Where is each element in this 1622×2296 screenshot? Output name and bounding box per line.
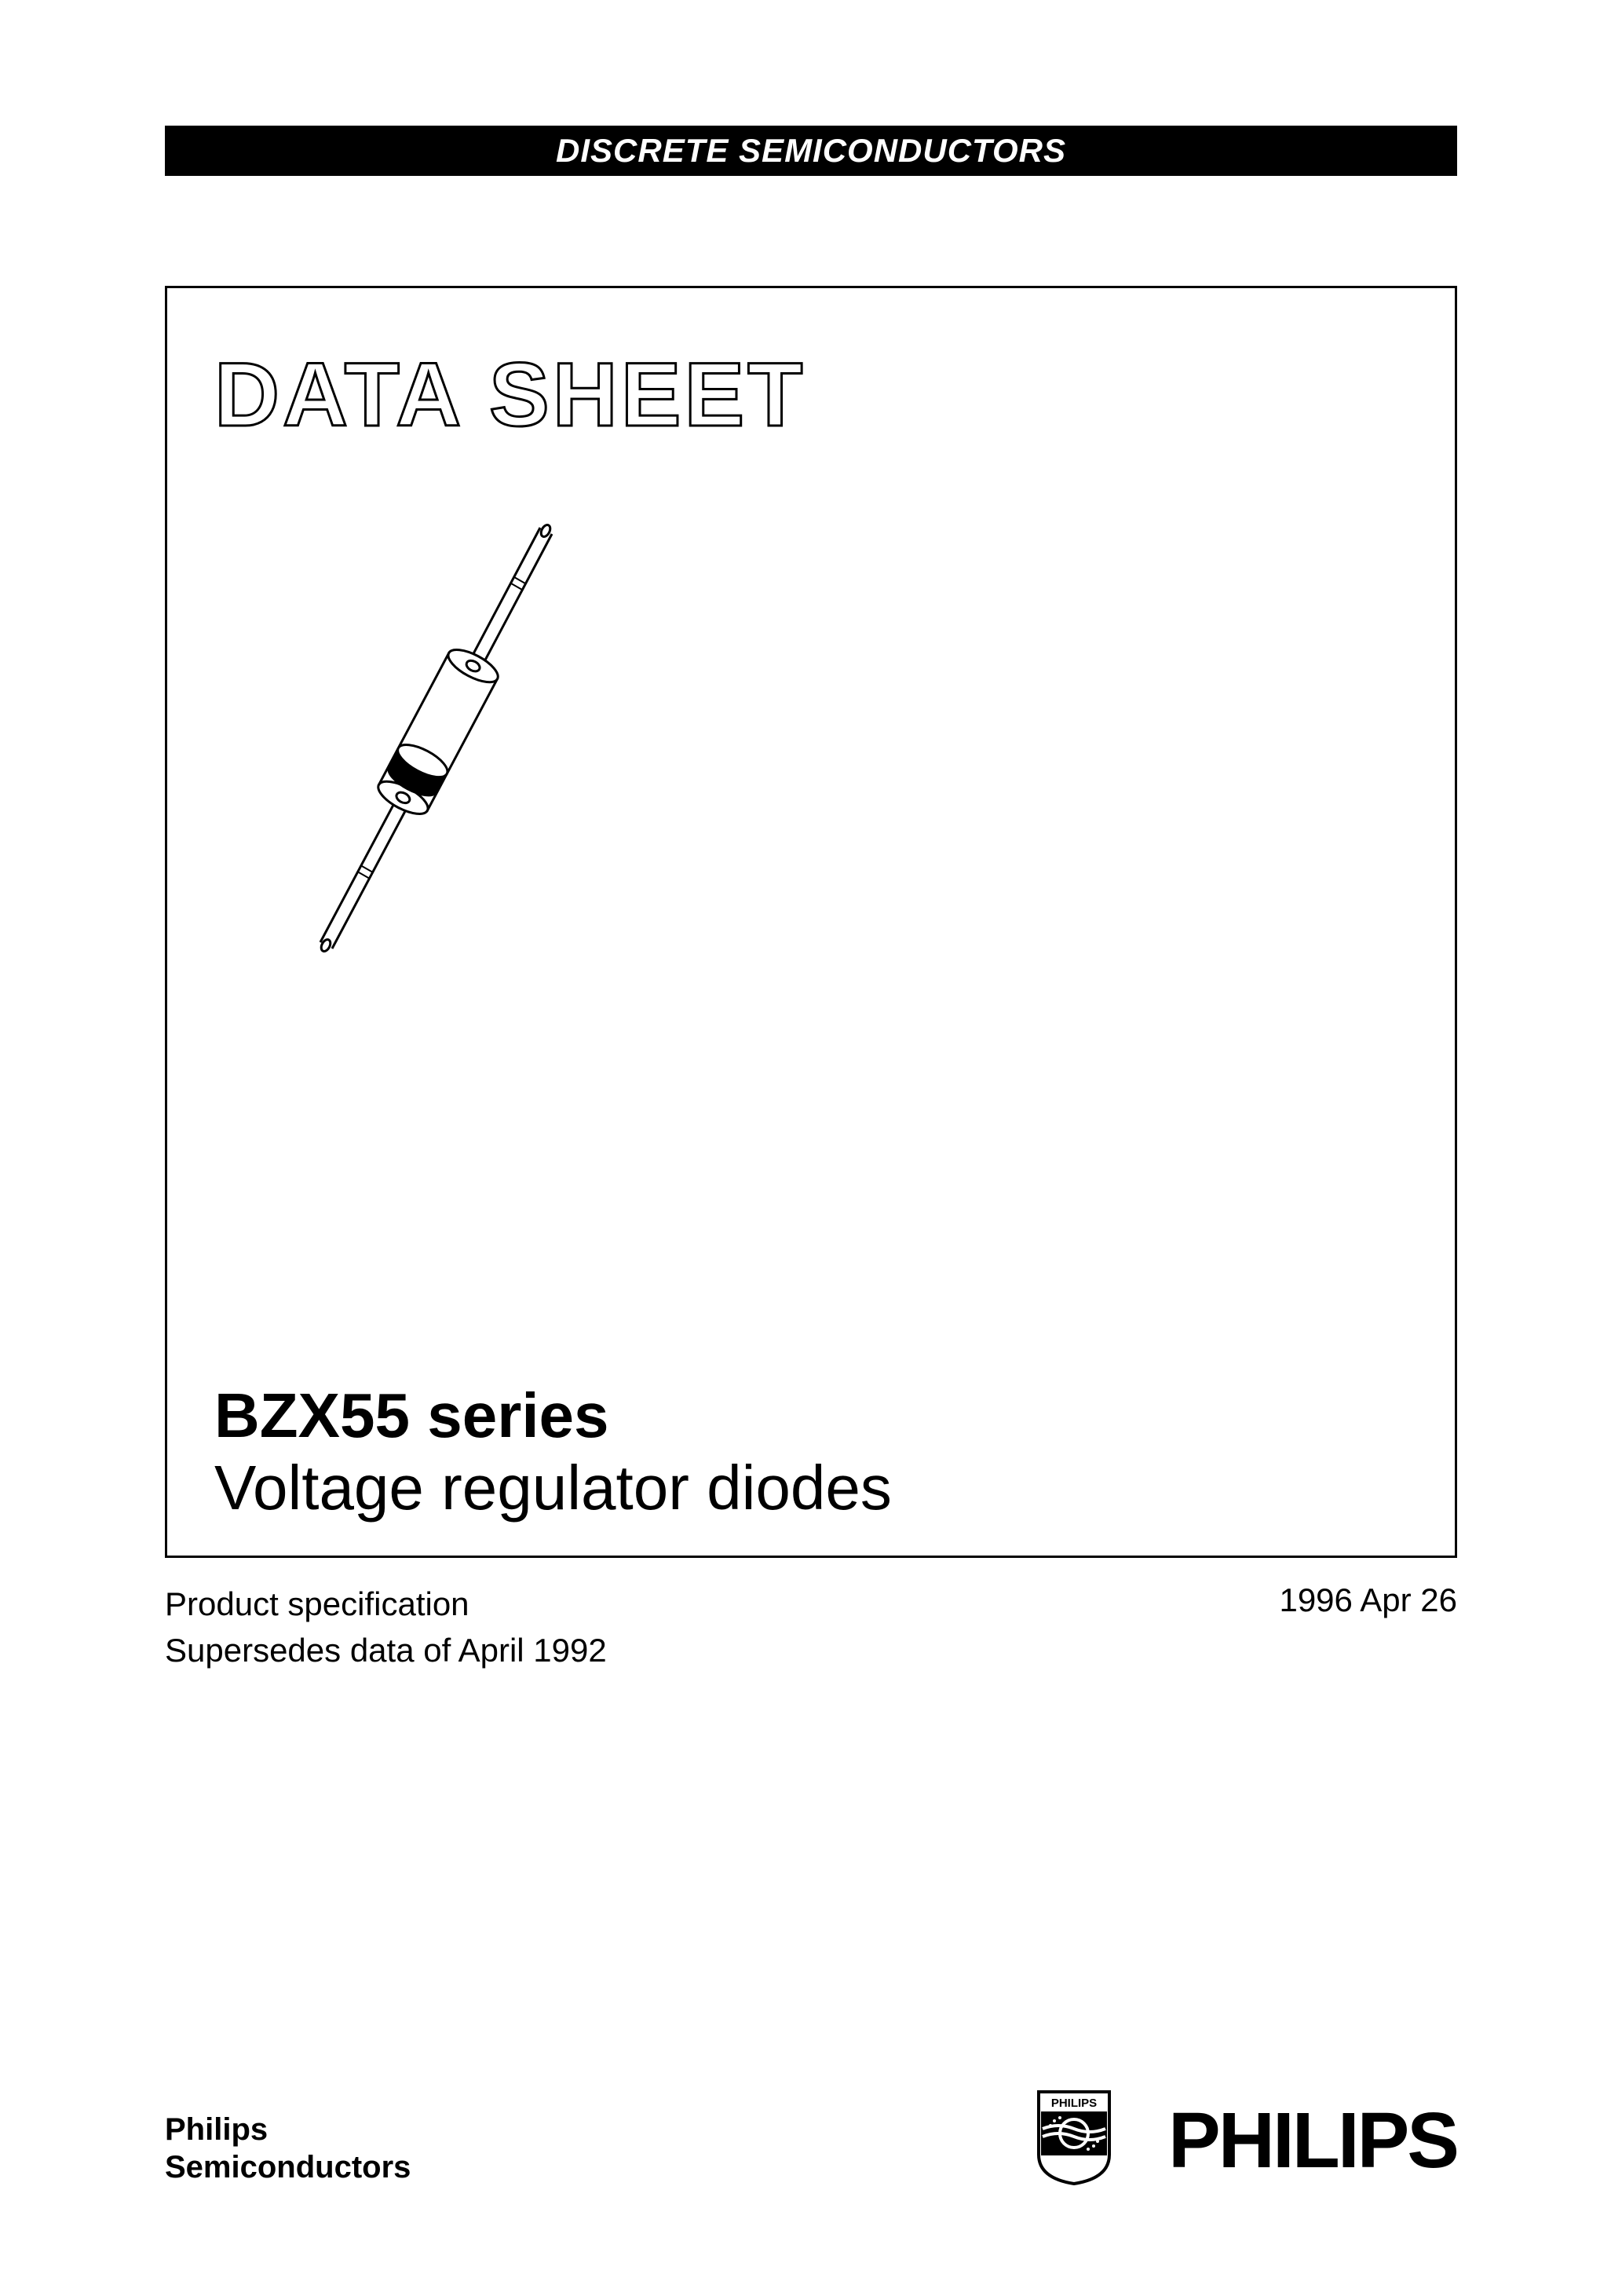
meta-row: Product specification Supersedes data of… xyxy=(165,1581,1457,1674)
product-series: BZX55 series xyxy=(214,1380,892,1452)
company-line2: Semiconductors xyxy=(165,2148,411,2186)
meta-left: Product specification Supersedes data of… xyxy=(165,1581,607,1674)
header-bar: DISCRETE SEMICONDUCTORS xyxy=(165,126,1457,176)
philips-wordmark: PHILIPS xyxy=(1168,2096,1457,2186)
product-description: Voltage regulator diodes xyxy=(214,1452,892,1524)
content-box: DATA SHEET BZX55 series Vo xyxy=(165,286,1457,1558)
philips-shield-icon: PHILIPS xyxy=(1035,2088,1113,2186)
supersedes-label: Supersedes data of April 1992 xyxy=(165,1628,607,1674)
footer-company: Philips Semiconductors xyxy=(165,2111,411,2186)
spec-label: Product specification xyxy=(165,1581,607,1628)
diode-diagram xyxy=(261,508,607,963)
footer-right: PHILIPS PHILIPS xyxy=(1035,2088,1457,2186)
datasheet-title: DATA SHEET xyxy=(214,343,1408,447)
company-line1: Philips xyxy=(165,2111,411,2148)
footer: Philips Semiconductors PHILIPS PHILIPS xyxy=(165,2088,1457,2186)
product-title-block: BZX55 series Voltage regulator diodes xyxy=(214,1380,892,1524)
svg-text:PHILIPS: PHILIPS xyxy=(1051,2097,1097,2110)
date-label: 1996 Apr 26 xyxy=(1279,1581,1457,1674)
